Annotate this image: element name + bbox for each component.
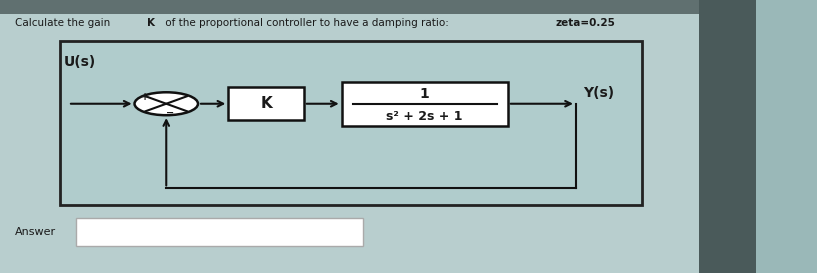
Text: K: K [260,96,272,111]
Text: zeta=0.25: zeta=0.25 [556,18,615,28]
Text: U(s): U(s) [65,55,96,69]
Bar [60,41,642,205]
Bar [228,87,304,120]
Bar [0,0,699,14]
Text: K: K [147,18,155,28]
Text: 1: 1 [420,87,430,101]
Text: +: + [141,92,150,102]
Text: Y(s): Y(s) [583,86,614,100]
Text: s² + 2s + 1: s² + 2s + 1 [386,109,463,123]
Text: of the proportional controller to have a damping ratio:: of the proportional controller to have a… [163,18,453,28]
Bar [75,218,363,246]
Text: Calculate the gain: Calculate the gain [15,18,114,28]
Text: −: − [166,108,174,117]
Bar [342,82,508,126]
Text: Answer: Answer [15,227,56,237]
Bar [699,0,756,273]
Circle shape [135,92,198,115]
